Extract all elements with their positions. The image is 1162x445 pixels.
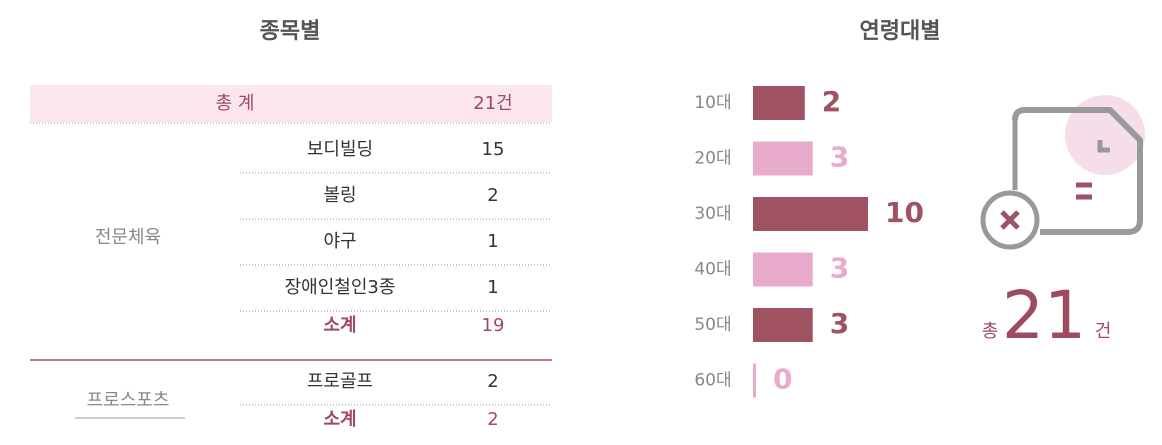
value-label: 3	[830, 141, 849, 174]
value-label: 0	[773, 363, 792, 396]
bar	[753, 252, 813, 287]
row-label: 볼링	[323, 185, 356, 206]
header-value: 21건	[473, 93, 512, 114]
y-tick-label: 50대	[694, 315, 731, 335]
y-tick-label: 20대	[694, 149, 731, 169]
subtotal-value: 2	[487, 409, 498, 430]
subtotal-label: 소계	[323, 315, 356, 336]
row-value: 2	[487, 371, 498, 392]
row-value: 1	[487, 231, 498, 252]
subtotal-value: 19	[482, 315, 505, 336]
doc-icon	[1012, 107, 1143, 235]
value-label: 3	[830, 307, 849, 340]
bar	[753, 141, 813, 176]
row-label: 보디빌딩	[307, 139, 373, 160]
row-value: 1	[487, 277, 498, 298]
row-label: 프로골프	[307, 371, 373, 392]
bar	[753, 197, 868, 231]
bar	[753, 308, 813, 342]
header-bg	[30, 85, 552, 122]
doc-lines	[1076, 182, 1092, 200]
y-tick-label: 10대	[694, 93, 731, 113]
table-title: 종목별	[260, 19, 321, 44]
row-value: 2	[487, 185, 498, 206]
bar	[753, 363, 756, 398]
doc-icon	[1012, 120, 1110, 200]
value-label: 10	[885, 196, 924, 229]
subtotal-label: 소계	[323, 409, 356, 430]
icon-bg	[1065, 95, 1145, 175]
group-label: 프로스포츠	[87, 390, 170, 411]
x-mark	[1000, 210, 1020, 230]
chart-title: 연령대별	[860, 19, 941, 44]
value-label: 2	[822, 85, 841, 118]
row-label: 장애인철인3종	[285, 277, 396, 298]
group-label: 전문체육	[95, 227, 161, 248]
y-tick-label: 60대	[694, 371, 731, 391]
total-unit: 건	[1095, 321, 1112, 342]
header-label: 총 계	[216, 93, 255, 114]
y-tick-label: 40대	[694, 260, 731, 280]
total-value: 21	[1002, 277, 1086, 354]
value-label: 3	[830, 252, 849, 285]
y-tick-label: 30대	[694, 204, 731, 224]
row-label: 야구	[323, 231, 356, 252]
bar	[753, 86, 805, 120]
total-prefix: 총	[982, 321, 999, 342]
row-value: 15	[482, 139, 505, 160]
